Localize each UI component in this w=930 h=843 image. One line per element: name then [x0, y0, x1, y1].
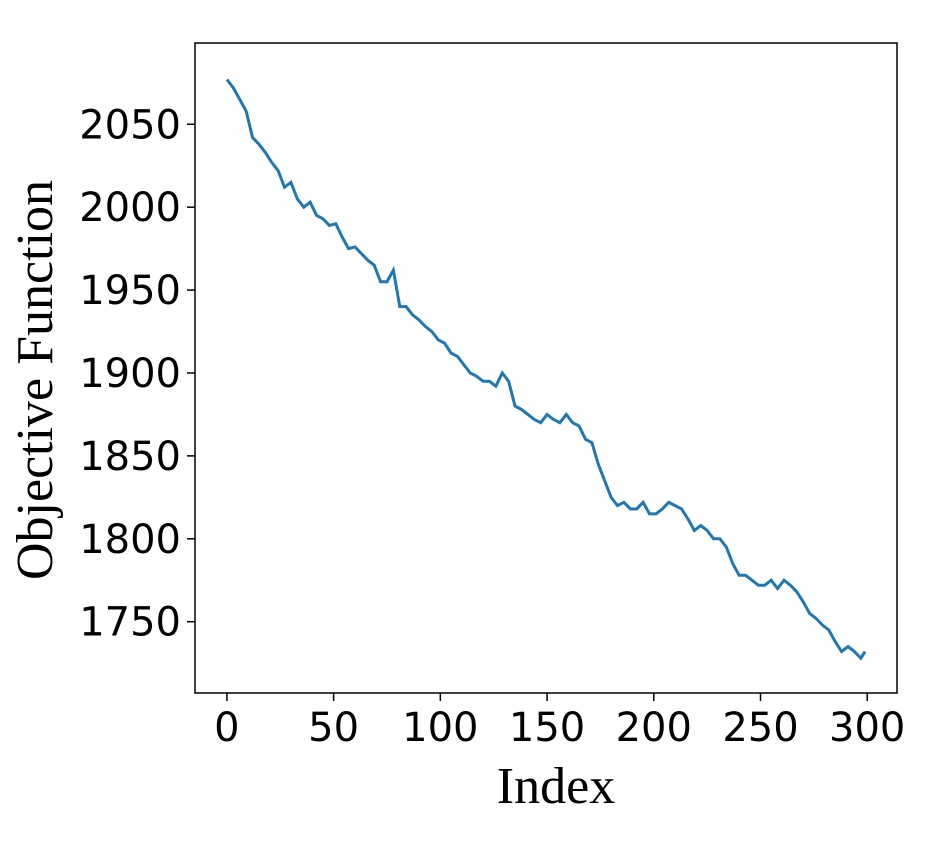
x-tick-label: 0: [214, 705, 239, 751]
y-tick-label: 1950: [79, 268, 181, 314]
x-tick-label: 200: [616, 705, 692, 751]
plot-frame: [194, 42, 898, 694]
y-tick-label: 2000: [79, 185, 181, 231]
y-tick-label: 1850: [79, 434, 181, 480]
x-tick-label: 300: [829, 705, 905, 751]
y-tick-label: 1900: [79, 351, 181, 397]
x-tick-label: 100: [402, 705, 478, 751]
y-tick-label: 1800: [79, 517, 181, 563]
y-tick-label: 1750: [79, 600, 181, 646]
x-tick-label: 250: [722, 705, 798, 751]
y-tick-label: 2050: [79, 102, 181, 148]
y-axis-label: Objective Function: [7, 180, 64, 580]
x-tick-label: 50: [308, 705, 359, 751]
data-line: [225, 78, 867, 661]
x-axis-label: Index: [497, 758, 615, 815]
x-tick-label: 150: [509, 705, 585, 751]
